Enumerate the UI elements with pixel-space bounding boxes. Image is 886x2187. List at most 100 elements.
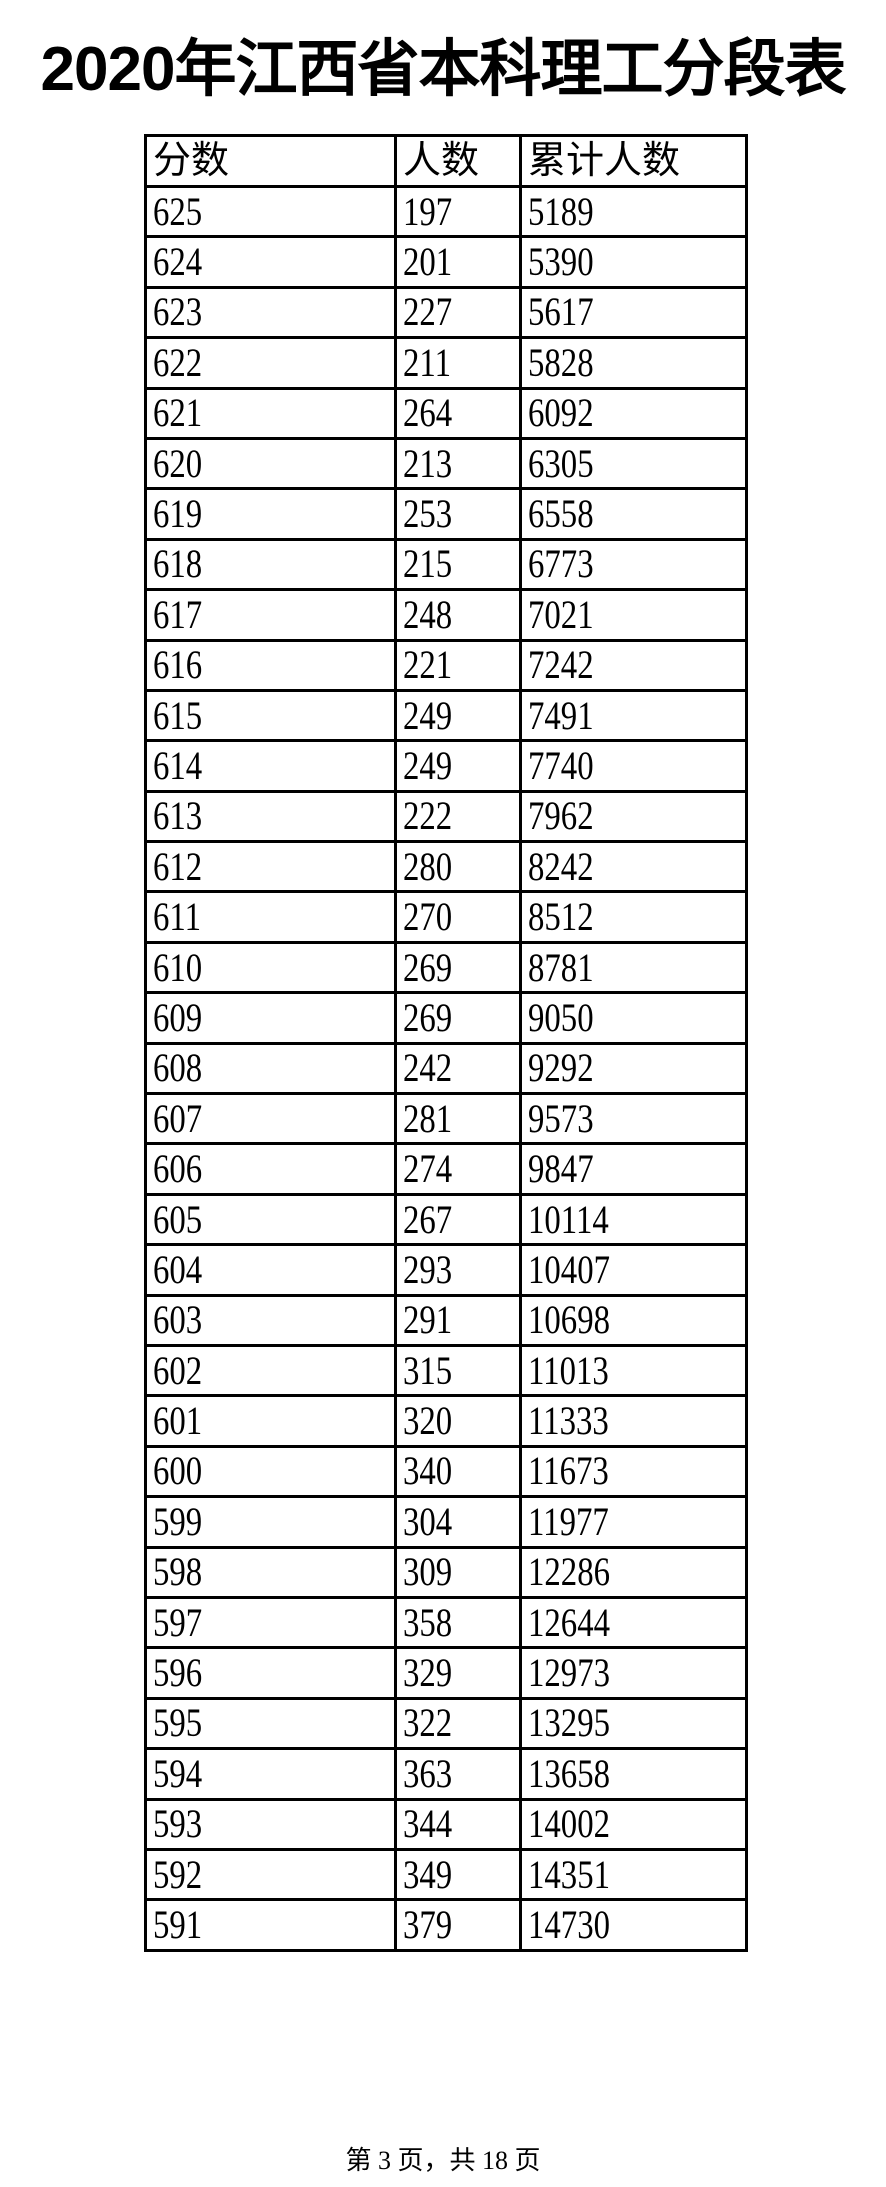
cell-score-text: 616 bbox=[153, 642, 203, 688]
cell-cumulative: 8242 bbox=[519, 840, 748, 894]
cell-score: 607 bbox=[144, 1092, 397, 1146]
cell-count: 222 bbox=[394, 789, 522, 844]
cell-score-text: 594 bbox=[153, 1750, 203, 1796]
cell-count-text: 248 bbox=[403, 591, 453, 637]
cell-count: 242 bbox=[394, 1041, 522, 1096]
table-row: 615 249 7491 bbox=[144, 688, 748, 743]
cell-count-text: 227 bbox=[403, 289, 453, 335]
cell-score: 593 bbox=[144, 1797, 397, 1851]
cell-score: 625 bbox=[144, 184, 397, 239]
cell-cumulative-text: 7021 bbox=[528, 591, 594, 637]
cell-count-text: 242 bbox=[403, 1045, 453, 1091]
cell-count-text: 329 bbox=[403, 1650, 453, 1696]
cell-cumulative-text: 13658 bbox=[528, 1750, 610, 1796]
cell-count: 329 bbox=[394, 1646, 522, 1700]
cell-count: 293 bbox=[394, 1243, 522, 1297]
cell-score-text: 592 bbox=[153, 1851, 203, 1897]
cell-count: 320 bbox=[394, 1394, 522, 1448]
cell-count-text: 280 bbox=[403, 843, 453, 889]
table-row: 606 274 9847 bbox=[144, 1142, 748, 1196]
cell-score: 592 bbox=[144, 1847, 397, 1902]
table-row: 619 253 6558 bbox=[144, 487, 748, 541]
cell-count-text: 291 bbox=[403, 1297, 453, 1343]
cell-count-text: 340 bbox=[403, 1448, 453, 1494]
cell-count-text: 379 bbox=[403, 1901, 453, 1947]
cell-score: 614 bbox=[144, 739, 397, 793]
cell-count-text: 270 bbox=[403, 894, 453, 940]
cell-score-text: 595 bbox=[153, 1700, 203, 1746]
cell-cumulative-text: 14730 bbox=[528, 1901, 610, 1947]
cell-score: 605 bbox=[144, 1192, 397, 1247]
cell-cumulative: 6558 bbox=[519, 487, 748, 541]
cell-count-text: 274 bbox=[403, 1146, 453, 1192]
cell-score-text: 620 bbox=[153, 440, 203, 486]
cell-score-text: 605 bbox=[153, 1196, 203, 1242]
cell-cumulative: 9847 bbox=[519, 1142, 748, 1196]
cell-cumulative-text: 7242 bbox=[528, 642, 594, 688]
cell-score: 619 bbox=[144, 487, 397, 541]
cell-score-text: 609 bbox=[153, 994, 203, 1040]
cell-score-text: 600 bbox=[153, 1448, 203, 1494]
cell-count: 197 bbox=[394, 184, 522, 239]
cell-score: 603 bbox=[144, 1293, 397, 1347]
cell-score: 621 bbox=[144, 386, 397, 440]
cell-score: 591 bbox=[144, 1898, 397, 1952]
table-row: 612 280 8242 bbox=[144, 840, 748, 894]
cell-score-text: 591 bbox=[153, 1901, 203, 1947]
cell-score-text: 618 bbox=[153, 541, 203, 587]
cell-count-text: 349 bbox=[403, 1851, 453, 1897]
cell-score: 598 bbox=[144, 1545, 397, 1599]
cell-cumulative: 7021 bbox=[519, 588, 748, 642]
cell-count: 363 bbox=[394, 1747, 522, 1801]
table-row: 599 304 11977 bbox=[144, 1495, 748, 1549]
table-row: 602 315 11013 bbox=[144, 1343, 748, 1398]
cell-count-text: 304 bbox=[403, 1498, 453, 1544]
table-row: 600 340 11673 bbox=[144, 1444, 748, 1499]
header-score: 分数 bbox=[144, 134, 397, 188]
cell-count: 221 bbox=[394, 638, 522, 692]
cell-count-text: 322 bbox=[403, 1700, 453, 1746]
cell-score: 594 bbox=[144, 1747, 397, 1801]
cell-cumulative: 14002 bbox=[519, 1797, 748, 1851]
table-row: 604 293 10407 bbox=[144, 1243, 748, 1297]
cell-cumulative-text: 8512 bbox=[528, 894, 594, 940]
cell-cumulative: 11977 bbox=[519, 1495, 748, 1549]
cell-count: 309 bbox=[394, 1545, 522, 1599]
cell-count: 215 bbox=[394, 537, 522, 592]
cell-score-text: 619 bbox=[153, 491, 203, 537]
cell-score: 606 bbox=[144, 1142, 397, 1196]
table-row: 598 309 12286 bbox=[144, 1545, 748, 1599]
cell-cumulative: 10114 bbox=[519, 1192, 748, 1247]
cell-score: 617 bbox=[144, 588, 397, 642]
cell-score-text: 613 bbox=[153, 793, 203, 839]
cell-cumulative: 12973 bbox=[519, 1646, 748, 1700]
cell-score-text: 597 bbox=[153, 1599, 203, 1645]
table-row: 593 344 14002 bbox=[144, 1797, 748, 1851]
cell-score-text: 599 bbox=[153, 1498, 203, 1544]
cell-score: 595 bbox=[144, 1696, 397, 1751]
cell-cumulative-text: 13295 bbox=[528, 1700, 610, 1746]
cell-cumulative-text: 9050 bbox=[528, 994, 594, 1040]
cell-count: 291 bbox=[394, 1293, 522, 1347]
cell-cumulative: 9292 bbox=[519, 1041, 748, 1096]
cell-cumulative-text: 12644 bbox=[528, 1599, 610, 1645]
cell-cumulative-text: 9573 bbox=[528, 1095, 594, 1141]
cell-cumulative-text: 12973 bbox=[528, 1650, 610, 1696]
cell-score-text: 610 bbox=[153, 944, 203, 990]
header-count: 人数 bbox=[394, 134, 522, 188]
cell-score: 597 bbox=[144, 1595, 397, 1650]
cell-count: 379 bbox=[394, 1898, 522, 1952]
cell-score-text: 611 bbox=[153, 894, 201, 940]
cell-score: 611 bbox=[144, 890, 397, 944]
cell-count: 264 bbox=[394, 386, 522, 440]
cell-count: 213 bbox=[394, 436, 522, 491]
cell-count-text: 211 bbox=[403, 339, 451, 385]
cell-score: 615 bbox=[144, 688, 397, 743]
table-row: 614 249 7740 bbox=[144, 739, 748, 793]
table-row: 592 349 14351 bbox=[144, 1847, 748, 1902]
cell-score: 624 bbox=[144, 235, 397, 289]
cell-score: 616 bbox=[144, 638, 397, 692]
table-row: 618 215 6773 bbox=[144, 537, 748, 592]
cell-count-text: 222 bbox=[403, 793, 453, 839]
table-header-row: 分数 人数 累计人数 bbox=[144, 134, 748, 188]
